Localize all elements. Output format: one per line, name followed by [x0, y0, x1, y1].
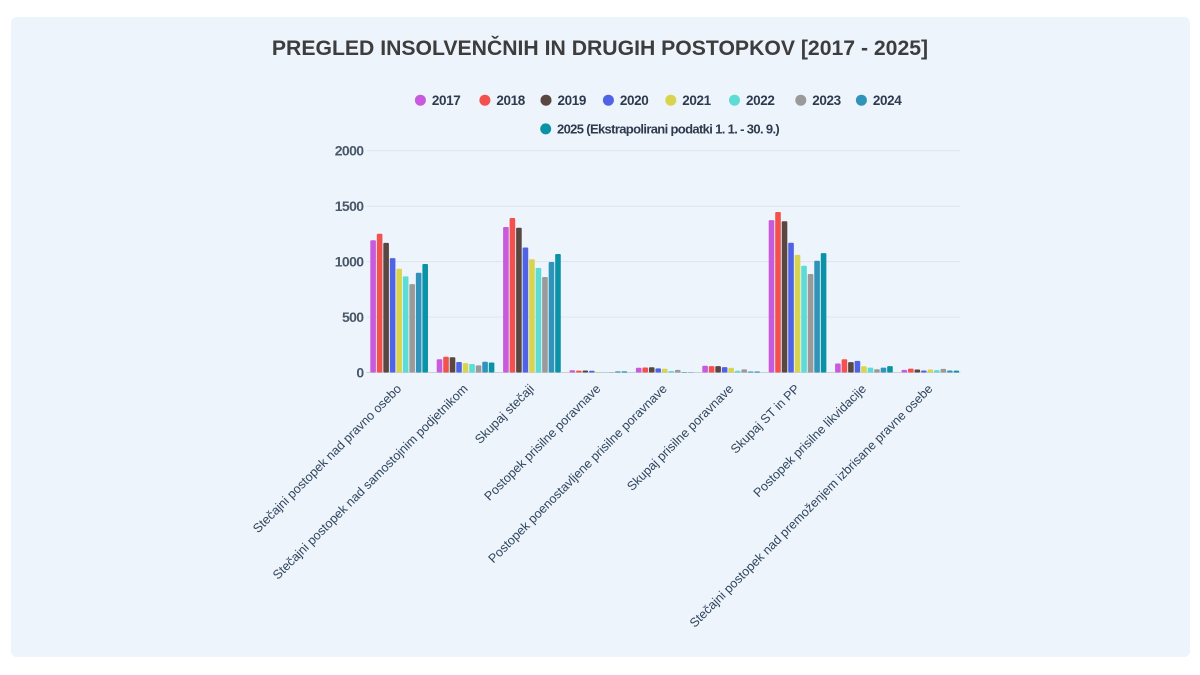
svg-text:Skupaj prisilne poravnave: Skupaj prisilne poravnave	[624, 382, 736, 494]
svg-text:2025 (Ekstrapolirani podatki 1: 2025 (Ekstrapolirani podatki 1. 1. - 30.…	[557, 122, 779, 137]
svg-text:2024: 2024	[873, 93, 902, 108]
svg-text:Stečajni postopek nad premožen: Stečajni postopek nad premoženjem izbris…	[687, 382, 936, 631]
svg-text:2019: 2019	[558, 93, 586, 108]
svg-text:Postopek prisilne likvidacije: Postopek prisilne likvidacije	[751, 382, 869, 500]
svg-text:2021: 2021	[682, 93, 711, 108]
svg-text:2017: 2017	[432, 93, 460, 108]
svg-text:Skupaj ST in PP: Skupaj ST in PP	[728, 382, 803, 457]
svg-text:0: 0	[356, 364, 364, 380]
svg-text:500: 500	[342, 309, 364, 325]
svg-text:Stečajni postopek nad pravno o: Stečajni postopek nad pravno osebo	[250, 382, 404, 536]
svg-text:2000: 2000	[335, 143, 365, 159]
svg-text:2020: 2020	[620, 93, 648, 108]
svg-text:Postopek prisilne poravnave: Postopek prisilne poravnave	[482, 382, 604, 504]
svg-text:2022: 2022	[746, 93, 774, 108]
svg-text:Skupaj stečaji: Skupaj stečaji	[472, 382, 537, 447]
svg-text:1000: 1000	[335, 253, 365, 269]
svg-text:2023: 2023	[812, 93, 841, 108]
svg-text:2018: 2018	[496, 93, 525, 108]
svg-text:1500: 1500	[335, 198, 365, 214]
